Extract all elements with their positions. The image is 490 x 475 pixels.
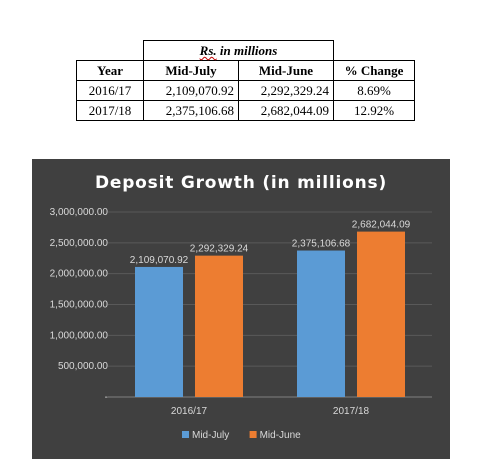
header-mid-june: Mid-June <box>238 60 334 81</box>
table-header-row: Year Mid-July Mid-June % Change <box>76 60 415 81</box>
table-caption-prefix: Rs. <box>199 43 217 58</box>
y-tick-label: 1,500,000.00 <box>50 300 109 311</box>
data-label: 2,109,070.92 <box>130 255 189 266</box>
legend-label: Mid-June <box>260 430 302 441</box>
header-percent-change: % Change <box>333 60 415 81</box>
header-year: Year <box>76 60 144 81</box>
table-row: 2017/18 2,375,106.68 2,682,044.09 12.92% <box>76 100 415 121</box>
y-tick-label: 500,000.00 <box>58 361 108 372</box>
cell-mid-june: 2,292,329.24 <box>238 80 334 101</box>
legend-swatch <box>249 431 257 438</box>
x-tick-label: 2016/17 <box>171 406 208 417</box>
cell-mid-july: 2,375,106.68 <box>143 100 239 121</box>
bar-mid-june <box>195 255 243 397</box>
cell-year: 2016/17 <box>76 80 144 101</box>
legend-swatch <box>182 431 189 438</box>
data-label: 2,682,044.09 <box>352 220 411 231</box>
cell-mid-june: 2,682,044.09 <box>238 100 334 121</box>
data-label: 2,292,329.24 <box>190 244 249 255</box>
chart-plot: - 500,000.00 1,000,000.00 1,500,000.00 2,000… <box>50 207 432 441</box>
chart-title: Deposit Growth (in millions) <box>94 173 388 193</box>
table-caption: Rs. in millions <box>143 40 334 61</box>
bar-mid-july <box>297 250 345 397</box>
y-tick-label: 2,000,000.00 <box>50 269 109 280</box>
cell-year: 2017/18 <box>76 100 144 121</box>
table-row: 2016/17 2,109,070.92 2,292,329.24 8.69% <box>76 80 415 101</box>
table-caption-text: in millions <box>219 43 278 58</box>
y-tick-label: - <box>105 392 108 403</box>
bar-mid-june <box>357 231 405 397</box>
cell-percent-change: 8.69% <box>333 80 415 101</box>
y-tick-label: 1,000,000.00 <box>50 330 109 341</box>
deposit-growth-chart: Deposit Growth (in millions) - 500,000.00… <box>32 159 450 459</box>
y-tick-label: 2,500,000.00 <box>50 238 109 249</box>
deposit-table-container: Rs. in millions Year Mid-July Mid-June %… <box>76 40 415 121</box>
cell-percent-change: 12.92% <box>333 100 415 121</box>
data-label: 2,375,106.68 <box>292 239 351 250</box>
x-tick-label: 2017/18 <box>333 406 370 417</box>
cell-mid-july: 2,109,070.92 <box>143 80 239 101</box>
header-mid-july: Mid-July <box>143 60 239 81</box>
deposit-table: Rs. in millions Year Mid-July Mid-June %… <box>76 40 415 121</box>
table-caption-row: Rs. in millions <box>77 40 415 61</box>
y-tick-label: 3,000,000.00 <box>50 207 109 218</box>
legend-label: Mid-July <box>192 430 229 441</box>
bar-mid-july <box>135 266 183 397</box>
